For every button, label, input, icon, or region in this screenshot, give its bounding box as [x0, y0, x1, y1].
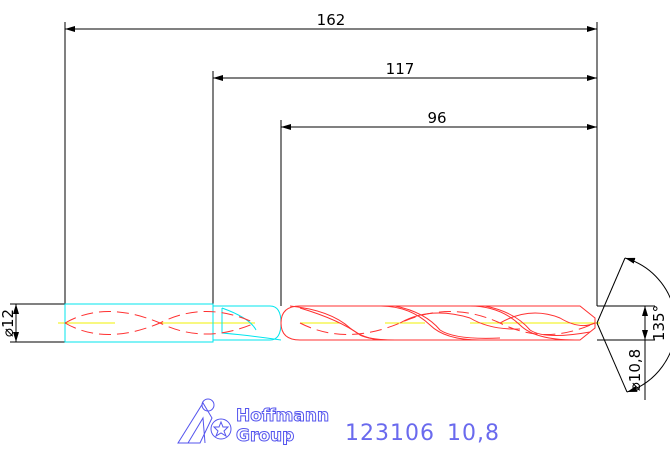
point-angle-dimension	[596, 257, 670, 393]
dimension-96: 96	[427, 109, 446, 127]
logo-text-line2: Group	[236, 426, 294, 446]
dimension-117: 117	[386, 60, 415, 78]
hoffmann-logo	[177, 398, 232, 444]
logo-text-line1: Hoffmann	[236, 406, 329, 426]
point-angle-label: 135°	[650, 305, 668, 341]
drill-flutes	[280, 305, 596, 341]
extension-lines	[64, 22, 598, 306]
shank-diameter-dimension	[10, 303, 65, 343]
shank-diameter-label: ⌀12	[0, 309, 17, 337]
drill-size: 10,8	[447, 421, 500, 446]
article-number: 123106	[345, 421, 435, 446]
flute-hidden-lines	[299, 311, 596, 335]
dimension-162: 162	[317, 11, 346, 29]
shank-hidden-lines	[64, 311, 256, 335]
drill-diameter-label: ⌀10,8	[626, 349, 644, 391]
